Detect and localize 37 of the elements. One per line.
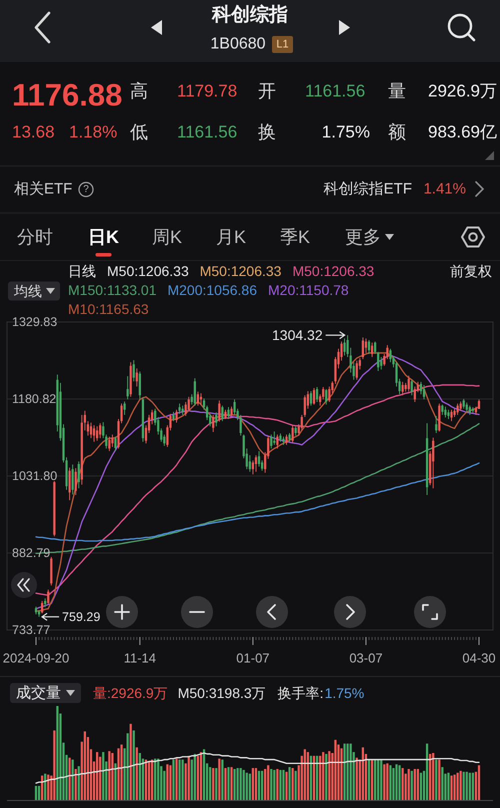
annotation: 1161.56 <box>177 122 238 142</box>
title: 成交量 <box>16 684 61 702</box>
annotation: ? <box>83 184 89 195</box>
annotation: 换手率: <box>278 685 324 701</box>
annotation: 量 <box>388 81 406 101</box>
annotation: 13.68 <box>12 122 55 142</box>
annotation: 季K <box>280 227 310 247</box>
annotation: L1 <box>276 38 289 50</box>
annotation: 759.29 <box>62 610 100 624</box>
annotation: 月K <box>216 227 246 247</box>
annotation: 高 <box>130 81 148 101</box>
annotation: 日K <box>88 227 119 247</box>
annotation: 更多 <box>345 227 381 247</box>
annotation: 额 <box>388 122 406 142</box>
annotation: 1.75% <box>322 122 370 142</box>
title: 科创综指 <box>212 4 288 26</box>
annotation: 换 <box>258 122 276 142</box>
annotation: 1161.56 <box>305 82 366 100</box>
subtitle: 1B0680 <box>210 36 266 52</box>
annotation: 量:2926.9万 <box>93 685 168 701</box>
annotation: 分时 <box>17 227 53 247</box>
annotation: 均线 <box>14 283 42 299</box>
annotation: 1.18% <box>69 122 118 142</box>
annotation: 1304.32 <box>272 327 323 344</box>
annotation: 1176.88 <box>12 78 122 112</box>
annotation: 983.69亿 <box>428 122 497 142</box>
annotation: 相关ETF <box>14 180 72 198</box>
annotation: 前复权 <box>450 263 492 279</box>
annotation: 开 <box>258 81 276 101</box>
annotation: 周K <box>152 227 182 247</box>
annotation: 低 <box>130 122 148 142</box>
legend-title: 日线 <box>68 263 96 279</box>
annotation: 1.41% <box>423 180 466 198</box>
annotation: 科创综指ETF <box>324 180 412 198</box>
annotation: 1.75% <box>324 685 364 701</box>
annotation: 2926.9万 <box>428 82 497 100</box>
annotation: 1179.78 <box>177 82 238 100</box>
